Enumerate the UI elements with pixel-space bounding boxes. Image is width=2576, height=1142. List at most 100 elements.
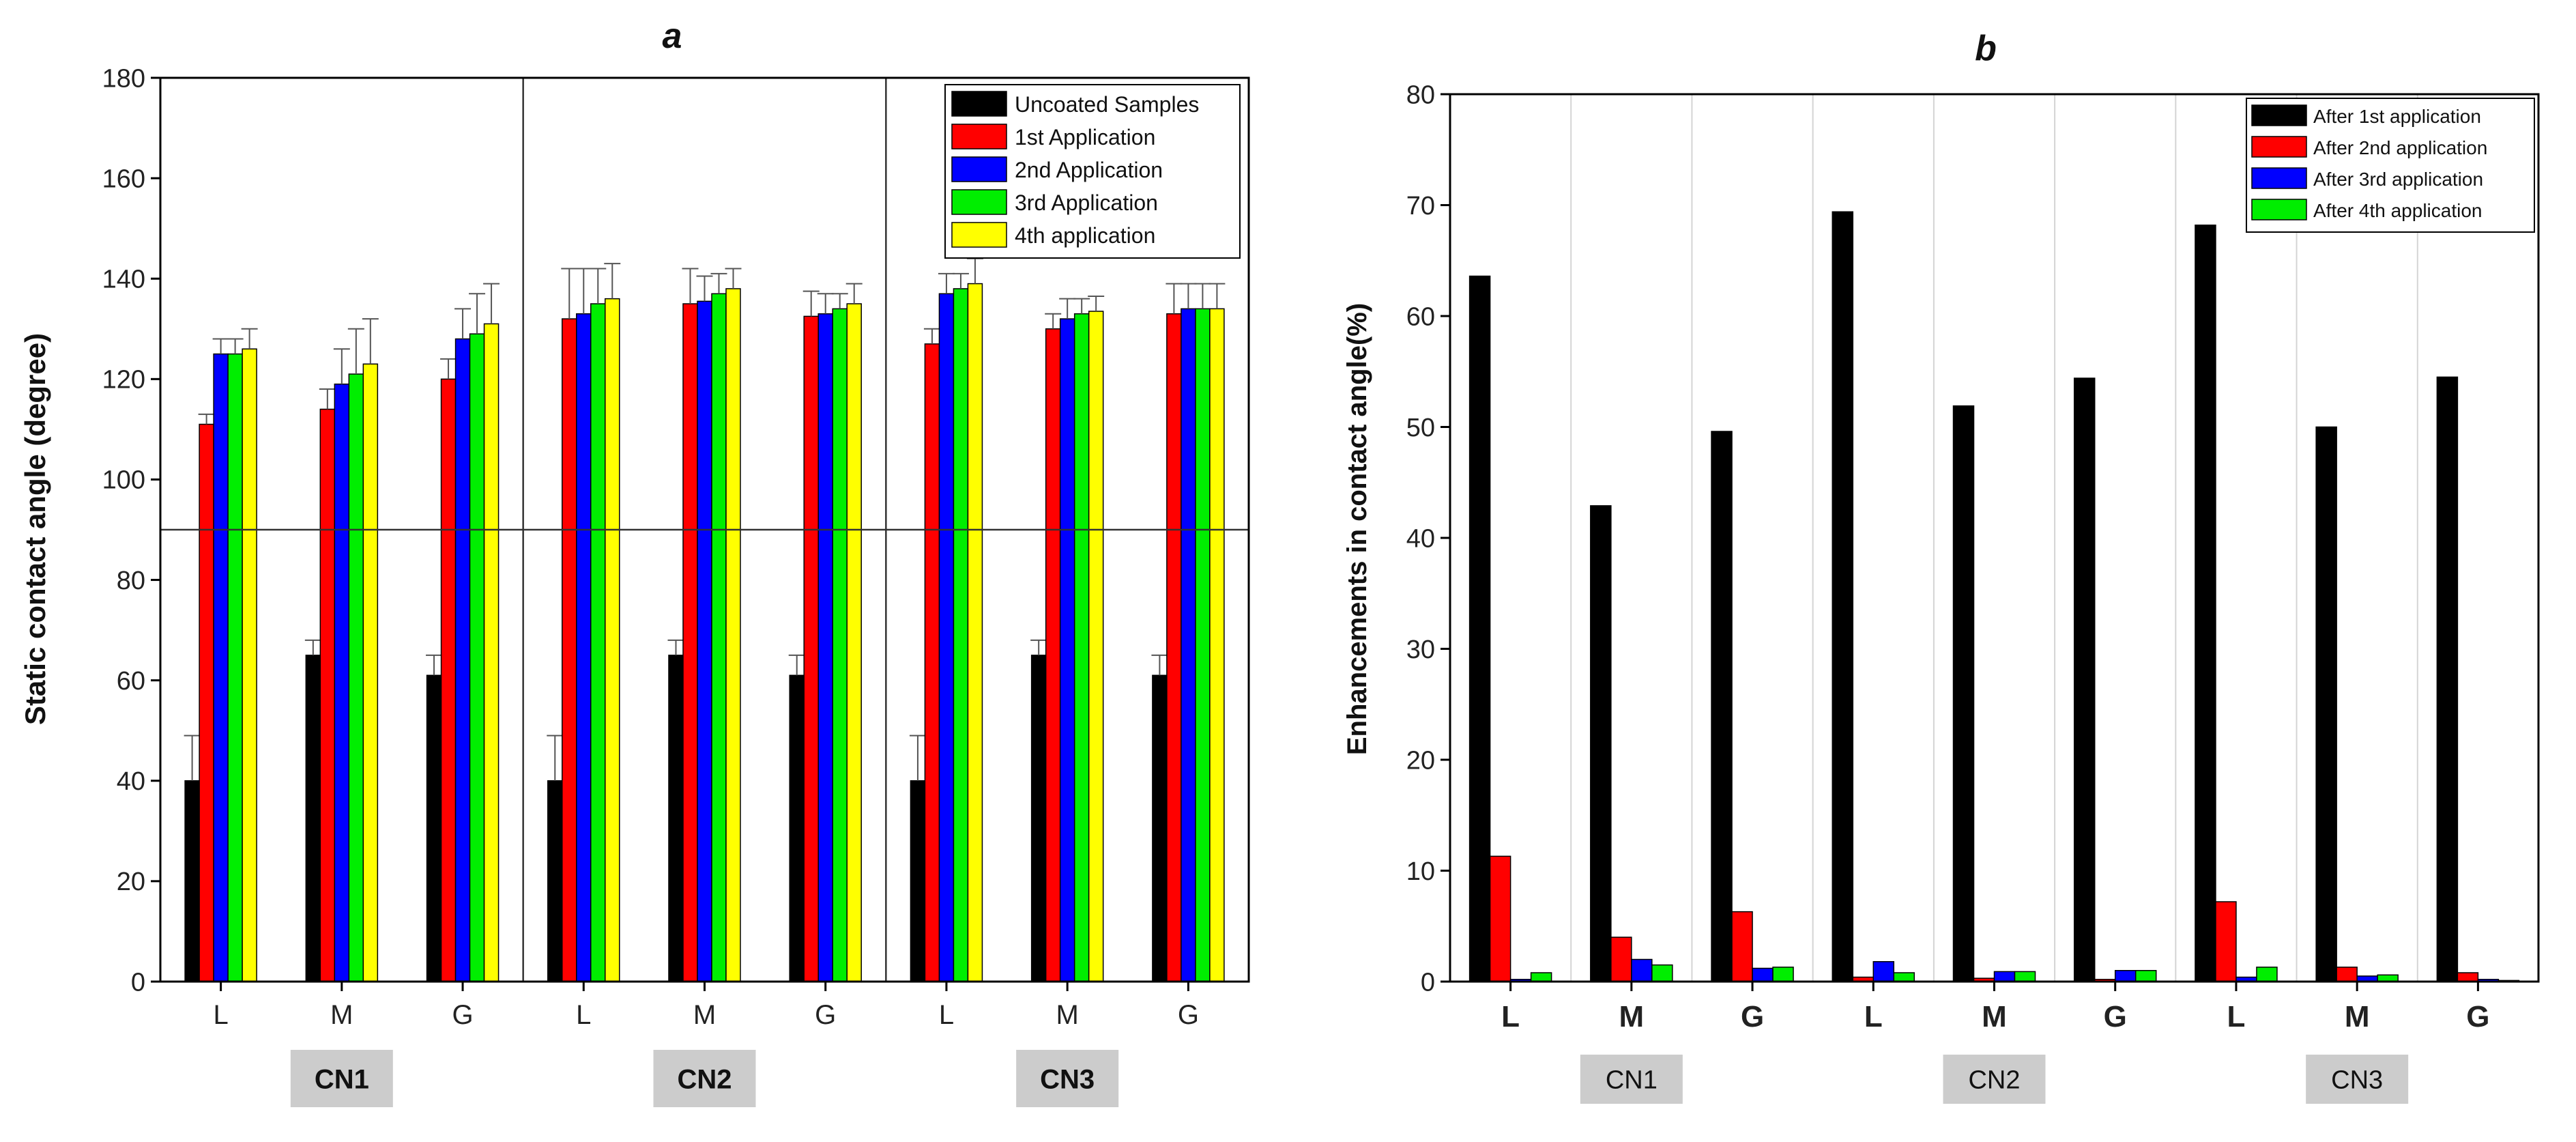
bar-after-1st-application-7 bbox=[2315, 426, 2337, 982]
y-tick-label: 40 bbox=[117, 767, 145, 796]
x-tick-label: M bbox=[1619, 1000, 1645, 1033]
bar-1st-application-2 bbox=[440, 378, 457, 982]
bar-after-1st-application-4 bbox=[1952, 405, 1975, 982]
svg-text:3rd Application: 3rd Application bbox=[1015, 190, 1158, 215]
bar-after-1st-application-5 bbox=[2073, 377, 2096, 982]
bar-2nd-application-6 bbox=[938, 293, 955, 982]
bar-after-2nd-application-8 bbox=[2457, 972, 2479, 982]
bar-4th-application-1 bbox=[362, 363, 379, 982]
group-label-box bbox=[653, 1050, 756, 1107]
svg-text:1st Application: 1st Application bbox=[1015, 125, 1155, 149]
legend-item-uncoated: Uncoated Samples bbox=[951, 91, 1199, 117]
x-tick-label: G bbox=[1178, 1000, 1199, 1030]
bar-1st-application-5 bbox=[803, 315, 819, 982]
bar-uncoated-samples-8 bbox=[1152, 674, 1168, 982]
bar-uncoated-samples-6 bbox=[910, 780, 926, 982]
legend-item-after-3rd: After 3rd application bbox=[2251, 167, 2483, 190]
y-tick-label: 120 bbox=[102, 366, 145, 395]
bar-2nd-application-5 bbox=[817, 313, 833, 982]
y-tick-label: 60 bbox=[1406, 302, 1435, 331]
bar-1st-application-8 bbox=[1166, 313, 1182, 982]
x-tick-label: G bbox=[452, 1000, 473, 1030]
panel-a-legend: Uncoated Samples 1st Application 2nd App… bbox=[944, 84, 1241, 259]
bar-2nd-application-4 bbox=[697, 300, 712, 982]
y-tick-label: 100 bbox=[102, 466, 145, 495]
x-tick-label: G bbox=[815, 1000, 836, 1030]
panel-b-legend: After 1st application After 2nd applicat… bbox=[2246, 98, 2535, 233]
y-tick-label: 50 bbox=[1406, 414, 1435, 442]
bar-4th-application-3 bbox=[605, 298, 620, 982]
bar-3rd-application-2 bbox=[469, 333, 485, 982]
group-label-cn1: CN1 bbox=[1606, 1066, 1658, 1095]
group-label-cn3: CN3 bbox=[2331, 1066, 2383, 1095]
x-tick-label: L bbox=[1864, 1000, 1883, 1033]
bar-4th-application-2 bbox=[483, 323, 500, 982]
x-tick-label: L bbox=[1501, 1000, 1520, 1033]
legend-item-after-4th: After 4th application bbox=[2251, 199, 2483, 221]
bar-after-1st-application-0 bbox=[1468, 275, 1491, 982]
y-tick-label: 60 bbox=[117, 667, 145, 696]
y-tick-label: 20 bbox=[117, 868, 145, 896]
y-tick-label: 0 bbox=[1421, 968, 1435, 997]
bar-uncoated-samples-3 bbox=[547, 780, 563, 982]
bar-after-4th-application-4 bbox=[2014, 971, 2036, 982]
svg-text:After 3rd application: After 3rd application bbox=[2313, 169, 2483, 190]
x-tick-label: L bbox=[213, 1000, 228, 1030]
bar-after-2nd-application-7 bbox=[2336, 967, 2358, 982]
bar-2nd-application-8 bbox=[1181, 308, 1196, 982]
y-tick-label: 80 bbox=[117, 567, 145, 595]
x-tick-label: G bbox=[1741, 1000, 1764, 1033]
bar-after-4th-application-0 bbox=[1530, 972, 1552, 982]
y-tick-label: 80 bbox=[1406, 81, 1435, 109]
group-label-cn3: CN3 bbox=[1040, 1064, 1095, 1094]
bar-after-2nd-application-0 bbox=[1489, 855, 1511, 982]
panel-b-title: b bbox=[1975, 29, 1997, 68]
bar-after-1st-application-8 bbox=[2436, 376, 2459, 982]
bar-uncoated-samples-1 bbox=[305, 655, 321, 982]
bar-after-4th-application-5 bbox=[2134, 970, 2157, 982]
legend-item-after-1st: After 1st application bbox=[2251, 104, 2481, 127]
bar-1st-application-4 bbox=[682, 303, 698, 982]
bar-2nd-application-0 bbox=[213, 353, 229, 982]
svg-text:After 1st application: After 1st application bbox=[2313, 106, 2481, 127]
legend-item-3rd-application: 3rd Application bbox=[951, 189, 1158, 215]
bar-1st-application-6 bbox=[924, 343, 940, 982]
y-tick-label: 30 bbox=[1406, 636, 1435, 664]
bar-after-4th-application-2 bbox=[1772, 967, 1794, 982]
bar-1st-application-7 bbox=[1045, 328, 1061, 982]
bar-3rd-application-0 bbox=[227, 353, 243, 982]
bar-1st-application-1 bbox=[319, 408, 336, 982]
group-label-box bbox=[2306, 1055, 2409, 1104]
legend-item-after-2nd: After 2nd application bbox=[2251, 136, 2487, 158]
x-tick-label: M bbox=[330, 1000, 353, 1030]
panel-a-title: a bbox=[663, 16, 682, 56]
svg-text:Uncoated Samples: Uncoated Samples bbox=[1015, 92, 1199, 117]
bar-uncoated-samples-4 bbox=[668, 655, 684, 982]
bar-4th-application-7 bbox=[1088, 311, 1104, 982]
x-tick-label: M bbox=[693, 1000, 716, 1030]
bar-after-3rd-application-5 bbox=[2114, 970, 2137, 982]
y-tick-label: 70 bbox=[1406, 192, 1435, 220]
bar-3rd-application-7 bbox=[1073, 313, 1090, 982]
x-tick-label: G bbox=[2104, 1000, 2127, 1033]
x-tick-label: L bbox=[2227, 1000, 2245, 1033]
bar-after-4th-application-1 bbox=[1651, 964, 1673, 982]
bar-3rd-application-5 bbox=[832, 308, 848, 982]
panel-b: b Enhancements in contact angle(%) 0 10 20… bbox=[1342, 29, 2540, 1104]
bar-after-1st-application-1 bbox=[1590, 505, 1612, 982]
bar-after-4th-application-3 bbox=[1893, 972, 1915, 982]
bar-1st-application-0 bbox=[199, 423, 214, 982]
group-label-box bbox=[1943, 1055, 2046, 1104]
y-tick-label: 180 bbox=[102, 64, 145, 93]
panel-a-y-axis-title: Static contact angle (degree) bbox=[19, 333, 51, 725]
svg-text:4th application: 4th application bbox=[1015, 223, 1155, 248]
bar-3rd-application-4 bbox=[711, 293, 727, 982]
bar-after-3rd-application-4 bbox=[1993, 971, 2016, 982]
bar-after-1st-application-2 bbox=[1711, 431, 1733, 982]
group-label-box bbox=[1016, 1050, 1119, 1107]
group-label-cn1: CN1 bbox=[315, 1064, 369, 1094]
panel-b-y-axis-title: Enhancements in contact angle(%) bbox=[1342, 303, 1372, 755]
bar-uncoated-samples-5 bbox=[789, 674, 805, 982]
bar-uncoated-samples-7 bbox=[1030, 655, 1047, 982]
